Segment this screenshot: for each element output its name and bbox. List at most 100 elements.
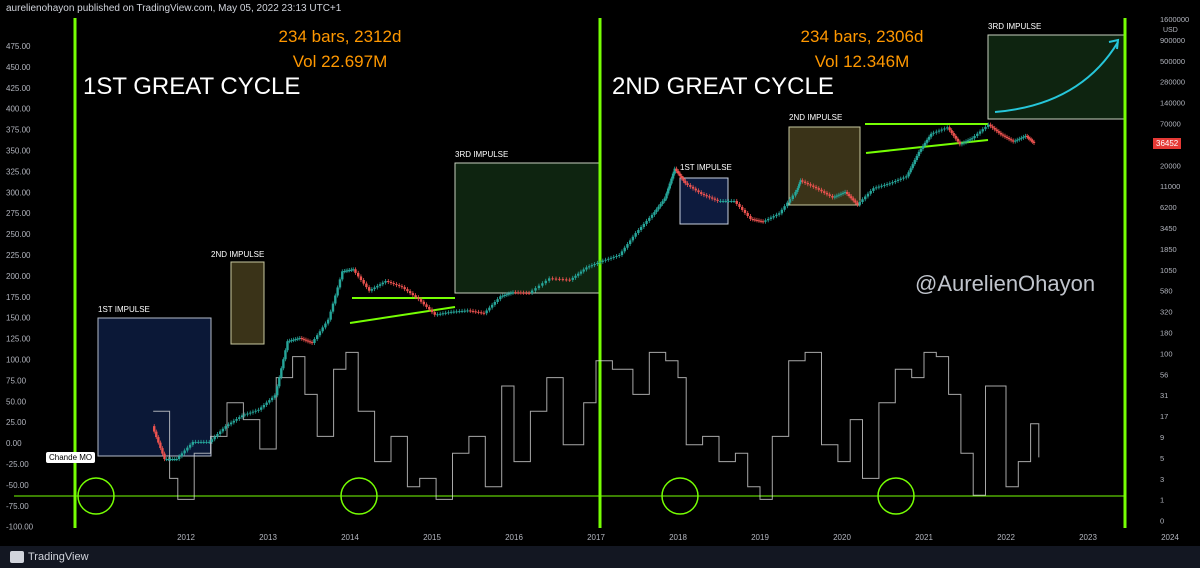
price-candle <box>677 171 680 174</box>
price-candle <box>872 188 875 191</box>
price-candle <box>197 441 200 443</box>
price-candle <box>344 270 348 272</box>
price-candle <box>579 271 583 274</box>
price-candle <box>278 377 281 387</box>
price-candle <box>730 200 733 202</box>
x-axis-tick: 2015 <box>423 533 441 542</box>
price-candle <box>511 292 515 294</box>
c1-triangle-bottom <box>349 306 456 324</box>
price-candle <box>254 410 257 412</box>
price-candle <box>186 447 189 451</box>
left-axis-tick: -25.00 <box>6 460 29 469</box>
price-candle <box>757 220 761 222</box>
price-candle <box>501 295 504 297</box>
price-candle <box>880 185 883 187</box>
price-candle <box>400 286 404 288</box>
x-axis-tick: 2024 <box>1161 533 1179 542</box>
price-candle <box>837 194 841 196</box>
price-candle <box>331 303 335 312</box>
price-candle <box>455 311 458 313</box>
price-candle <box>593 264 596 266</box>
right-axis-tick: 6200 <box>1160 203 1177 212</box>
price-candle <box>981 129 984 132</box>
price-candle <box>1032 141 1036 143</box>
price-candle <box>929 133 933 137</box>
price-candle <box>411 293 415 296</box>
price-candle <box>1022 136 1025 138</box>
price-candle <box>694 188 697 191</box>
price-candle <box>719 200 722 202</box>
price-candle <box>194 441 197 443</box>
price-candle <box>835 195 839 197</box>
left-axis-tick: 150.00 <box>6 314 31 323</box>
price-candle <box>751 218 755 220</box>
price-candle <box>541 283 544 286</box>
price-candle <box>246 413 249 415</box>
price-candle <box>488 307 491 311</box>
price-candle <box>259 407 263 410</box>
price-candle <box>960 143 964 145</box>
price-candle <box>710 197 714 199</box>
price-candle <box>480 312 483 314</box>
price-candle <box>721 200 725 202</box>
price-candle <box>970 138 974 140</box>
price-candle <box>702 193 706 196</box>
price-candle <box>628 240 632 245</box>
price-candle <box>653 212 656 215</box>
price-candle <box>288 340 291 342</box>
price-candle <box>950 130 953 134</box>
price-candle <box>673 168 676 174</box>
price-candle <box>537 285 541 289</box>
left-axis-tick: 175.00 <box>6 293 31 302</box>
price-candle <box>346 270 350 272</box>
right-axis-tick: 100 <box>1160 349 1173 358</box>
price-candle <box>663 198 666 202</box>
price-candle <box>365 283 368 288</box>
left-axis-tick: 50.00 <box>6 397 27 406</box>
price-candle <box>1001 134 1005 136</box>
price-candle <box>864 196 867 200</box>
price-candle <box>639 226 643 231</box>
price-candle <box>493 301 497 305</box>
price-candle <box>449 311 453 313</box>
price-candle <box>958 141 962 145</box>
price-candle <box>175 459 178 461</box>
left-axis-tick: 425.00 <box>6 84 31 93</box>
right-axis-tick: 280000 <box>1160 78 1185 87</box>
price-candle <box>700 192 703 194</box>
price-candle <box>324 323 327 328</box>
price-candle <box>276 386 279 396</box>
price-candle <box>210 439 214 442</box>
left-axis-tick: 200.00 <box>6 272 31 281</box>
price-candle <box>1028 138 1032 140</box>
price-candle <box>962 142 966 144</box>
price-candle <box>648 217 651 221</box>
price-candle <box>749 215 752 219</box>
price-candle <box>561 279 565 281</box>
price-candle <box>755 219 759 221</box>
cycle1-stats-line2: Vol 22.697M <box>293 52 388 71</box>
price-candle <box>799 180 802 183</box>
price-candle <box>993 127 996 130</box>
left-axis-tick: 400.00 <box>6 105 31 114</box>
price-candle <box>772 216 775 218</box>
price-candle <box>995 129 998 132</box>
price-candle <box>326 319 330 324</box>
x-axis-tick: 2023 <box>1079 533 1097 542</box>
price-candle <box>527 292 531 294</box>
price-candle <box>433 312 436 315</box>
price-candle <box>999 132 1003 135</box>
price-candle <box>682 178 685 181</box>
price-candle <box>265 402 268 405</box>
right-axis-tick: 17 <box>1160 412 1168 421</box>
price-candle <box>519 292 523 294</box>
price-candle <box>943 128 946 130</box>
price-candle <box>163 453 166 460</box>
price-candle <box>797 186 800 189</box>
left-axis-tick: 75.00 <box>6 376 27 385</box>
price-candle <box>551 278 554 280</box>
price-candle <box>684 180 687 184</box>
x-axis-tick: 2018 <box>669 533 687 542</box>
price-candle <box>1024 135 1027 137</box>
price-candle <box>769 217 773 219</box>
